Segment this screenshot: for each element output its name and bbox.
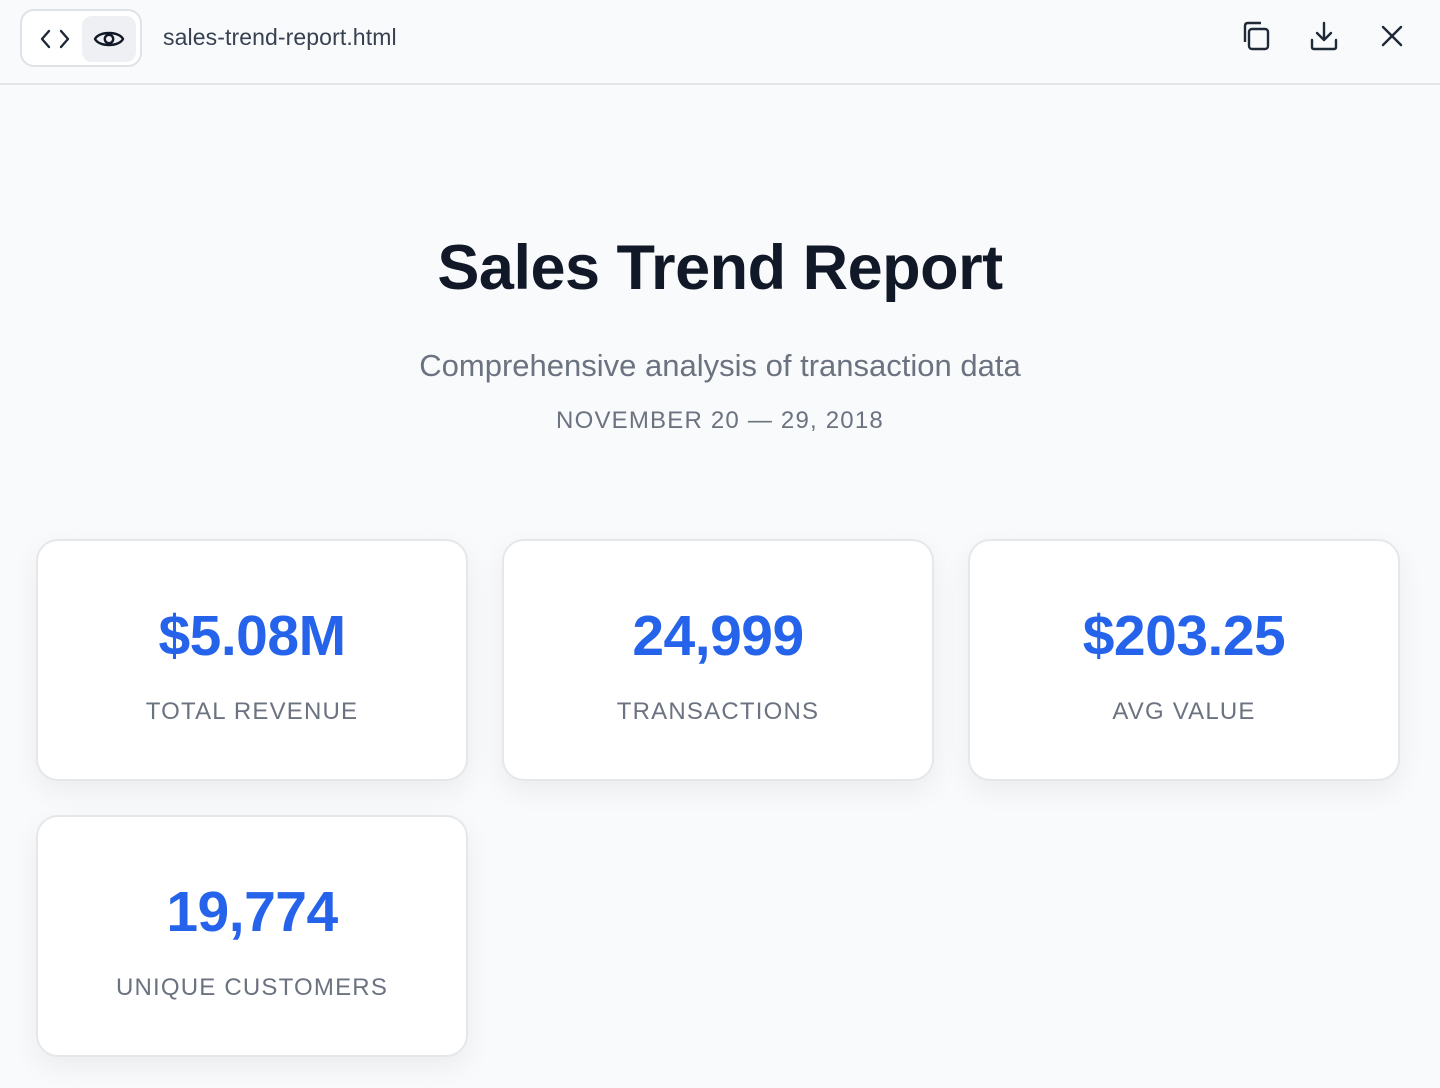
top-toolbar: sales-trend-report.html bbox=[0, 0, 1440, 85]
kpi-label: TOTAL REVENUE bbox=[145, 698, 359, 725]
kpi-value: $5.08M bbox=[158, 604, 346, 668]
kpi-card-unique-customers: 19,774 UNIQUE CUSTOMERS bbox=[36, 815, 468, 1057]
close-icon bbox=[1377, 21, 1407, 56]
code-brackets-icon bbox=[39, 27, 71, 51]
close-button[interactable] bbox=[1373, 19, 1411, 57]
copy-button[interactable] bbox=[1237, 19, 1275, 57]
preview-view-button[interactable] bbox=[82, 16, 136, 62]
page-subtitle: Comprehensive analysis of transaction da… bbox=[419, 348, 1021, 383]
page-title: Sales Trend Report bbox=[437, 233, 1003, 303]
eye-icon bbox=[93, 27, 125, 51]
kpi-card-transactions: 24,999 TRANSACTIONS bbox=[502, 539, 934, 781]
file-name: sales-trend-report.html bbox=[163, 24, 397, 50]
kpi-value: 24,999 bbox=[632, 604, 804, 668]
download-icon bbox=[1307, 19, 1341, 58]
kpi-value: $203.25 bbox=[1082, 604, 1286, 668]
kpi-card-total-revenue: $5.08M TOTAL REVENUE bbox=[36, 539, 468, 781]
kpi-label: AVG VALUE bbox=[1112, 698, 1256, 725]
copy-icon bbox=[1239, 19, 1273, 58]
date-range: NOVEMBER 20 — 29, 2018 bbox=[556, 407, 884, 434]
kpi-label: TRANSACTIONS bbox=[616, 698, 820, 725]
kpi-card-avg-value: $203.25 AVG VALUE bbox=[968, 539, 1400, 781]
download-button[interactable] bbox=[1305, 19, 1343, 57]
code-view-button[interactable] bbox=[28, 16, 82, 62]
view-mode-toggle bbox=[20, 9, 142, 67]
kpi-label: UNIQUE CUSTOMERS bbox=[115, 974, 389, 1001]
kpi-value: 19,774 bbox=[166, 880, 338, 944]
